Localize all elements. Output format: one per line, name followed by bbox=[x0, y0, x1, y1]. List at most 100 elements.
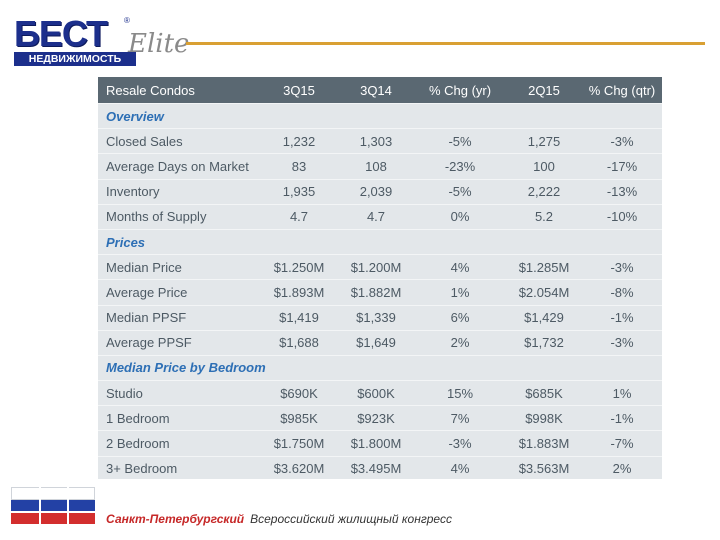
table-header-row: Resale Condos 3Q15 3Q14 % Chg (yr) 2Q15 … bbox=[98, 77, 662, 104]
table-body: Overview Closed Sales 1,232 1,303 -5% 1,275 -3… bbox=[98, 102, 662, 481]
table-cell: -5% bbox=[414, 178, 506, 205]
table-section-header: Overview bbox=[98, 102, 662, 129]
table-cell: $1.882M bbox=[338, 279, 414, 305]
table-row: 2 Bedroom $1.750M $1.800M -3% $1.883M -7% bbox=[98, 430, 662, 457]
row-label: Average PPSF bbox=[98, 329, 260, 356]
table-cell: $3.495M bbox=[338, 455, 414, 481]
table-row: Average Days on Market 83 108 -23% 100 -17% bbox=[98, 153, 662, 180]
table-cell: 2% bbox=[414, 329, 506, 356]
logo-script-text: Elite bbox=[128, 29, 190, 59]
column-header: 3Q15 bbox=[260, 77, 338, 104]
footer-congress-label: Всероссийский жилищный конгресс bbox=[250, 512, 452, 526]
table-cell: 100 bbox=[506, 153, 582, 180]
footer-caption: Санкт-Петербургский Всероссийский жилищны… bbox=[106, 512, 452, 526]
table-cell: $1,429 bbox=[506, 304, 582, 331]
row-label: Median Price bbox=[98, 254, 260, 280]
table-cell: $1.250M bbox=[260, 254, 338, 280]
table-cell: $1.750M bbox=[260, 430, 338, 457]
table-row: Months of Supply 4.7 4.7 0% 5.2 -10% bbox=[98, 203, 662, 230]
logo-wordmark: БЕСТ bbox=[14, 13, 108, 54]
table-cell: $1,419 bbox=[260, 304, 338, 331]
resale-condos-table: Resale Condos 3Q15 3Q14 % Chg (yr) 2Q15 … bbox=[98, 77, 662, 481]
table-cell: -5% bbox=[414, 128, 506, 154]
table-row: 1 Bedroom $985K $923K 7% $998K -1% bbox=[98, 405, 662, 431]
table-cell: -3% bbox=[582, 329, 662, 356]
section-title: Prices bbox=[98, 228, 662, 255]
table-cell: -8% bbox=[582, 279, 662, 305]
table-cell: -3% bbox=[582, 254, 662, 280]
table-cell: 2,039 bbox=[338, 178, 414, 205]
table-cell: 2,222 bbox=[506, 178, 582, 205]
logo-subtitle: НЕДВИЖИМОСТЬ bbox=[14, 52, 136, 66]
header-divider bbox=[186, 42, 705, 45]
table-cell: $1,688 bbox=[260, 329, 338, 356]
row-label: Closed Sales bbox=[98, 128, 260, 154]
table-cell: 4% bbox=[414, 254, 506, 280]
row-label: Studio bbox=[98, 380, 260, 406]
table-cell: $1.893M bbox=[260, 279, 338, 305]
row-label: Average Price bbox=[98, 279, 260, 305]
table-cell: -13% bbox=[582, 178, 662, 205]
table-section-header: Median Price by Bedroom bbox=[98, 354, 662, 381]
table-cell: 1% bbox=[414, 279, 506, 305]
table-cell: $3.620M bbox=[260, 455, 338, 481]
table-cell: $1,339 bbox=[338, 304, 414, 331]
row-label: Months of Supply bbox=[98, 203, 260, 230]
table-cell: 1,303 bbox=[338, 128, 414, 154]
table-row: Closed Sales 1,232 1,303 -5% 1,275 -3% bbox=[98, 128, 662, 154]
table-cell: -1% bbox=[582, 405, 662, 431]
table-cell: $600K bbox=[338, 380, 414, 406]
table-cell: 1,232 bbox=[260, 128, 338, 154]
table-cell: -23% bbox=[414, 153, 506, 180]
column-header: % Chg (qtr) bbox=[582, 77, 662, 104]
column-header: 3Q14 bbox=[338, 77, 414, 104]
table-cell: 4.7 bbox=[338, 203, 414, 230]
table-cell: 0% bbox=[414, 203, 506, 230]
table-row: Inventory 1,935 2,039 -5% 2,222 -13% bbox=[98, 178, 662, 205]
table-cell: -10% bbox=[582, 203, 662, 230]
resale-condos-table-panel: Resale Condos 3Q15 3Q14 % Chg (yr) 2Q15 … bbox=[98, 77, 662, 481]
table-cell: 15% bbox=[414, 380, 506, 406]
table-cell: 7% bbox=[414, 405, 506, 431]
table-cell: $1.883M bbox=[506, 430, 582, 457]
table-row: Median PPSF $1,419 $1,339 6% $1,429 -1% bbox=[98, 304, 662, 331]
table-cell: 1,275 bbox=[506, 128, 582, 154]
table-cell: 108 bbox=[338, 153, 414, 180]
table-cell: -3% bbox=[582, 128, 662, 154]
table-cell: -3% bbox=[414, 430, 506, 457]
table-cell: 2% bbox=[582, 455, 662, 481]
column-header: Resale Condos bbox=[98, 77, 260, 104]
column-header: 2Q15 bbox=[506, 77, 582, 104]
row-label: Median PPSF bbox=[98, 304, 260, 331]
row-label: Average Days on Market bbox=[98, 153, 260, 180]
company-logo: БЕСТ ® Elite НЕДВИЖИМОСТЬ bbox=[14, 13, 189, 68]
table-cell: 5.2 bbox=[506, 203, 582, 230]
row-label: 1 Bedroom bbox=[98, 405, 260, 431]
table-cell: -7% bbox=[582, 430, 662, 457]
table-cell: $1,649 bbox=[338, 329, 414, 356]
table-cell: 1% bbox=[582, 380, 662, 406]
table-cell: $685K bbox=[506, 380, 582, 406]
logo-registered-mark: ® bbox=[124, 16, 130, 25]
row-label: Inventory bbox=[98, 178, 260, 205]
russian-flag-graphic bbox=[11, 487, 95, 527]
table-row: Average Price $1.893M $1.882M 1% $2.054M -8% bbox=[98, 279, 662, 305]
table-cell: $1.800M bbox=[338, 430, 414, 457]
section-title: Overview bbox=[98, 102, 662, 129]
table-section-header: Prices bbox=[98, 228, 662, 255]
table-cell: 6% bbox=[414, 304, 506, 331]
section-title: Median Price by Bedroom bbox=[98, 354, 662, 381]
table-row: 3+ Bedroom $3.620M $3.495M 4% $3.563M 2% bbox=[98, 455, 662, 481]
table-cell: 83 bbox=[260, 153, 338, 180]
table-cell: 4% bbox=[414, 455, 506, 481]
table-cell: $985K bbox=[260, 405, 338, 431]
row-label: 2 Bedroom bbox=[98, 430, 260, 457]
table-cell: -17% bbox=[582, 153, 662, 180]
table-cell: $690K bbox=[260, 380, 338, 406]
row-label: 3+ Bedroom bbox=[98, 455, 260, 481]
table-row: Average PPSF $1,688 $1,649 2% $1,732 -3% bbox=[98, 329, 662, 356]
table-row: Median Price $1.250M $1.200M 4% $1.285M -3% bbox=[98, 254, 662, 280]
table-cell: -1% bbox=[582, 304, 662, 331]
column-header: % Chg (yr) bbox=[414, 77, 506, 104]
table-cell: $3.563M bbox=[506, 455, 582, 481]
